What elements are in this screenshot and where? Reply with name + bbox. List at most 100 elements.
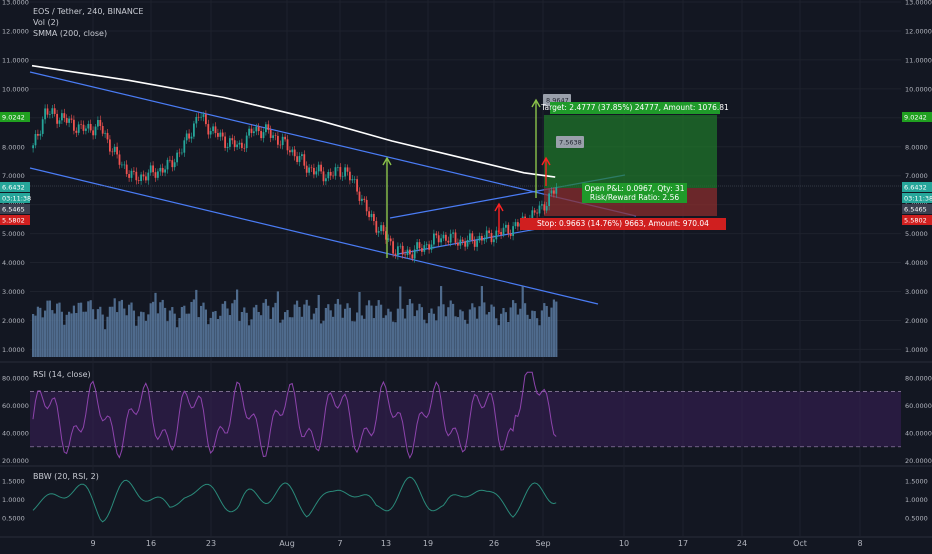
rsi-band-fill [30, 391, 901, 447]
candle-body [421, 248, 423, 252]
volume-bar [152, 301, 155, 357]
rsi-tick-left: 20.0000 [2, 457, 29, 465]
candle-body [80, 124, 82, 126]
volume-bar [430, 308, 433, 357]
volume-bar [512, 300, 515, 357]
candle-body [334, 167, 337, 176]
candle-body [389, 238, 392, 242]
candle-body [385, 231, 387, 240]
bbw-tick-left: 0.5000 [2, 514, 25, 522]
candle-body [358, 191, 361, 201]
candle-body [243, 147, 246, 149]
volume-bar [442, 304, 445, 357]
volume-bar [418, 303, 421, 357]
candle-body [337, 167, 339, 168]
candle-body [154, 172, 157, 178]
x-tick-label: 19 [423, 539, 433, 548]
candle-body [85, 128, 87, 131]
candle-body [137, 180, 140, 182]
volume-bar [101, 314, 104, 357]
candle-body [51, 108, 54, 114]
candle-body [392, 241, 394, 254]
volume-bar [540, 310, 543, 357]
candle-body [133, 170, 135, 172]
volume-bar [185, 313, 188, 357]
volume-bar [264, 299, 267, 357]
volume-bar [432, 313, 435, 357]
volume-bar [526, 314, 529, 357]
candle-body [272, 135, 274, 138]
volume-bar [89, 300, 92, 357]
x-tick-label: 10 [619, 539, 629, 548]
x-tick-label: Aug [279, 539, 295, 548]
volume-bar [351, 321, 354, 357]
candle-body [34, 133, 37, 146]
candle-body [101, 125, 104, 134]
rsi-tick-right: 40.0000 [905, 430, 932, 438]
candle-body [411, 254, 414, 259]
candle-body [116, 146, 118, 155]
bbw-tick-right: 0.5000 [905, 514, 928, 522]
candle-body [370, 213, 373, 218]
volume-bar [396, 308, 399, 357]
volume-bar [142, 312, 145, 357]
candle-body [233, 140, 236, 148]
volume-bar [552, 299, 555, 357]
volume-bar [548, 316, 551, 357]
volume-bar [504, 312, 507, 357]
candle-body [351, 179, 354, 181]
bbw-line [32, 476, 557, 523]
candle-body [157, 171, 159, 178]
candle-body [416, 242, 418, 250]
volume-bar [543, 303, 546, 357]
candle-body [517, 222, 519, 227]
volume-bar [267, 305, 270, 357]
volume-bar [284, 312, 287, 357]
candle-body [94, 126, 97, 136]
candle-body [111, 151, 114, 153]
candle-body [531, 210, 534, 220]
volume-bar [315, 308, 318, 357]
price-label-left-bg [0, 204, 30, 214]
candle-body [260, 131, 262, 139]
price-label-left-bg [0, 193, 30, 203]
volume-bar [161, 299, 164, 357]
candle-body [481, 235, 483, 241]
volume-bar [300, 316, 303, 357]
price-axis-tick-right: 13.0000 [905, 0, 932, 7]
candle-body [445, 234, 447, 241]
value-tag-upper: 8.9647 [546, 97, 569, 105]
volume-bar [305, 299, 308, 357]
volume-bar [416, 310, 419, 357]
volume-bar [476, 318, 479, 357]
candle-body [428, 244, 430, 250]
volume-bar [358, 291, 361, 357]
rsi-tick-right: 80.0000 [905, 374, 932, 382]
volume-bar [180, 307, 183, 357]
volume-bar [322, 320, 325, 357]
volume-bar [70, 313, 73, 357]
candle-body [284, 136, 286, 140]
volume-bar [533, 311, 536, 357]
candle-body [279, 144, 282, 146]
arrow-red-head [541, 156, 551, 166]
price-label-left-bg [0, 182, 30, 192]
volume-bar [164, 307, 167, 357]
volume-bar [483, 302, 486, 357]
candle-body [97, 119, 99, 127]
volume-bar [368, 300, 371, 357]
candle-body [327, 171, 330, 179]
volume-bar [435, 320, 438, 357]
candle-body [469, 233, 471, 241]
volume-bar [291, 317, 294, 357]
volume-bar [456, 317, 459, 357]
candle-body [183, 140, 186, 153]
volume-bar [372, 318, 375, 357]
candle-body [442, 234, 445, 239]
volume-bar [363, 318, 366, 357]
volume-bar [51, 310, 54, 357]
rsi-line [32, 371, 557, 460]
volume-bar [339, 304, 342, 357]
volume-bar [464, 319, 467, 357]
volume-bar [144, 320, 147, 357]
